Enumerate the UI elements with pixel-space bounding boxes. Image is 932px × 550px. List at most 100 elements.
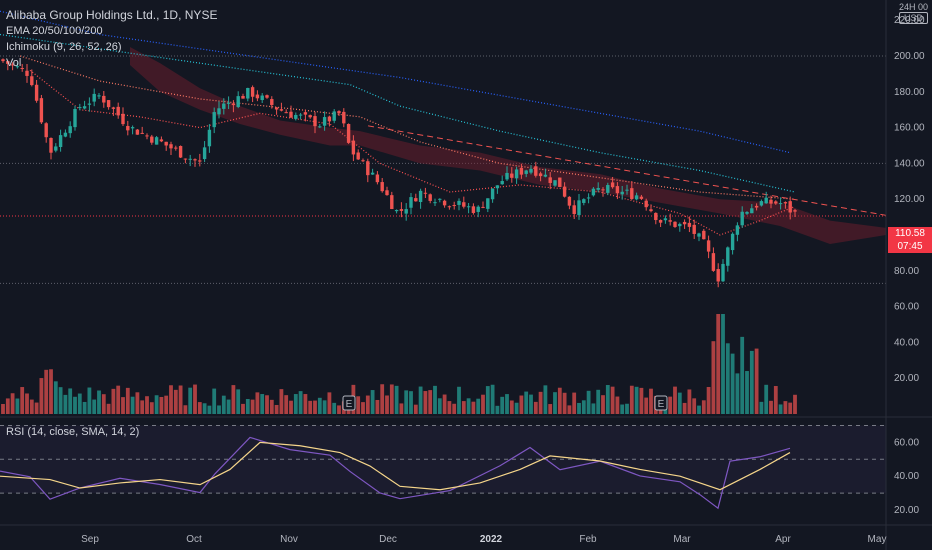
- ema-legend[interactable]: EMA 20/50/100/200: [6, 25, 103, 37]
- volume-bar: [130, 396, 135, 414]
- volume-bar: [682, 402, 687, 414]
- candle-body: [735, 225, 740, 235]
- volume-bar: [73, 396, 77, 414]
- volume-bar: [404, 390, 409, 414]
- volume-bar: [125, 387, 130, 414]
- volume-bar: [221, 395, 226, 414]
- volume-bar: [87, 387, 92, 414]
- candle-body: [452, 205, 456, 207]
- volume-bar: [279, 389, 284, 414]
- candle-body: [447, 206, 452, 208]
- rsi-legend[interactable]: RSI (14, close, SMA, 14, 2): [6, 426, 140, 438]
- last-price-label: 110.58 07:45: [888, 227, 932, 253]
- volume-bar: [519, 395, 524, 414]
- candle-body: [534, 166, 538, 176]
- volume-bar: [485, 386, 490, 414]
- candle-body: [313, 116, 317, 127]
- volume-bar: [389, 384, 394, 414]
- candle-body: [644, 200, 648, 208]
- candle-body: [154, 137, 159, 145]
- volume-bar: [188, 387, 193, 414]
- candle-body: [423, 192, 428, 194]
- candle-body: [366, 161, 370, 176]
- volume-bar: [773, 386, 778, 414]
- time-tick-label: Mar: [673, 534, 691, 545]
- candle-body: [793, 210, 797, 212]
- volume-bar: [644, 397, 649, 414]
- volume-bar: [303, 394, 308, 414]
- candle-body: [337, 111, 341, 114]
- candle-body: [418, 190, 423, 202]
- volume-bar: [53, 381, 58, 414]
- volume-bar: [687, 389, 692, 414]
- ichimoku-legend[interactable]: Ichimoku (9, 26, 52, 26): [6, 41, 122, 53]
- volume-bar: [769, 400, 773, 414]
- volume-bar: [562, 392, 567, 414]
- volume-bar: [337, 405, 341, 414]
- candle-body: [6, 61, 10, 64]
- candle-body: [668, 220, 672, 222]
- candle-body: [788, 201, 792, 213]
- volume-bar: [92, 399, 97, 414]
- candle-body: [63, 132, 68, 137]
- candle-body: [78, 107, 82, 109]
- candle-body: [630, 188, 634, 200]
- candle-body: [524, 170, 528, 174]
- volume-bar: [605, 385, 610, 414]
- volume-bar: [58, 387, 63, 414]
- candle-body: [553, 180, 557, 186]
- candle-body: [510, 173, 514, 178]
- candle-body: [294, 114, 298, 119]
- volume-bar: [68, 388, 73, 414]
- volume-bar: [509, 400, 514, 414]
- candle-body: [778, 203, 783, 205]
- candle-body: [519, 167, 524, 175]
- candle-body: [390, 195, 394, 210]
- candle-body: [582, 199, 586, 203]
- currency-indicator[interactable]: 24H 00 USD: [898, 2, 928, 24]
- candle-body: [414, 198, 418, 202]
- volume-bar: [111, 388, 116, 414]
- rsi-ma-line: [0, 441, 791, 491]
- volume-bar: [116, 385, 121, 414]
- volume-bar: [207, 405, 212, 414]
- candle-body: [97, 95, 101, 97]
- volume-bar: [332, 402, 337, 414]
- candle-body: [150, 136, 154, 143]
- price-tick-label: 140.00: [894, 158, 925, 169]
- volume-bar: [231, 385, 236, 414]
- candle-body: [116, 106, 120, 116]
- volume-bar: [634, 386, 639, 414]
- candle-body: [236, 96, 240, 107]
- volume-bar: [394, 385, 399, 414]
- candle-body: [466, 206, 471, 208]
- candle-body: [30, 76, 34, 86]
- candle-body: [610, 182, 615, 188]
- candle-body: [140, 132, 144, 134]
- candle-body: [745, 211, 749, 214]
- volume-bar: [725, 343, 730, 414]
- candle-body: [620, 191, 624, 195]
- volume-bar: [164, 395, 169, 414]
- volume-bar: [169, 385, 173, 414]
- candle-body: [332, 111, 336, 121]
- volume-bar: [529, 394, 533, 414]
- volume-bar: [677, 392, 682, 414]
- candle-body: [25, 70, 29, 76]
- candle-body: [692, 224, 696, 234]
- volume-bar: [754, 348, 759, 414]
- volume-bar: [1, 404, 5, 414]
- candle-body: [54, 146, 58, 151]
- volume-bar: [476, 398, 481, 414]
- candle-body: [58, 135, 63, 147]
- volume-bar: [457, 386, 461, 414]
- candle-body: [174, 147, 178, 149]
- volume-bar: [293, 394, 298, 414]
- candle-body: [404, 209, 408, 214]
- volume-bar: [226, 399, 231, 414]
- volume-legend[interactable]: Vol: [6, 57, 22, 69]
- candle-body: [250, 87, 255, 97]
- volume-bar: [370, 390, 375, 414]
- volume-bar: [548, 404, 553, 414]
